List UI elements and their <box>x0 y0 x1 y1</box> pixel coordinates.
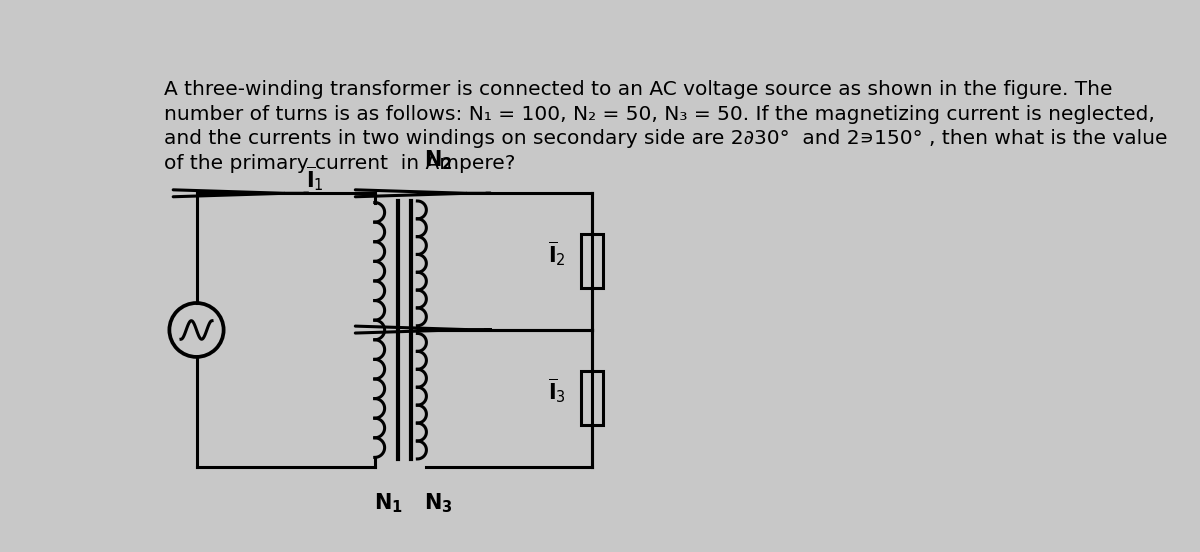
Bar <box>581 235 602 288</box>
Text: number of turns is as follows: N₁ = 100, N₂ = 50, N₃ = 50. If the magnetizing cu: number of turns is as follows: N₁ = 100,… <box>164 105 1154 124</box>
Bar <box>581 371 602 425</box>
Text: $\mathbf{N_2}$: $\mathbf{N_2}$ <box>424 148 452 172</box>
Text: $\overline{\mathbf{I}}_3$: $\overline{\mathbf{I}}_3$ <box>548 376 566 405</box>
Text: of the primary current  in Ampere?: of the primary current in Ampere? <box>164 154 515 173</box>
Text: $\overline{\mathbf{I}}_1$: $\overline{\mathbf{I}}_1$ <box>306 164 324 193</box>
Text: $\overline{\mathbf{I}}_2$: $\overline{\mathbf{I}}_2$ <box>548 240 566 268</box>
Text: $\mathbf{N_3}$: $\mathbf{N_3}$ <box>424 491 452 515</box>
Text: $\mathbf{N_1}$: $\mathbf{N_1}$ <box>374 491 403 515</box>
Text: A three-winding transformer is connected to an AC voltage source as shown in the: A three-winding transformer is connected… <box>164 80 1112 99</box>
Text: and the currents in two windings on secondary side are 2∂30°  and 2∍150° , then : and the currents in two windings on seco… <box>164 129 1168 148</box>
